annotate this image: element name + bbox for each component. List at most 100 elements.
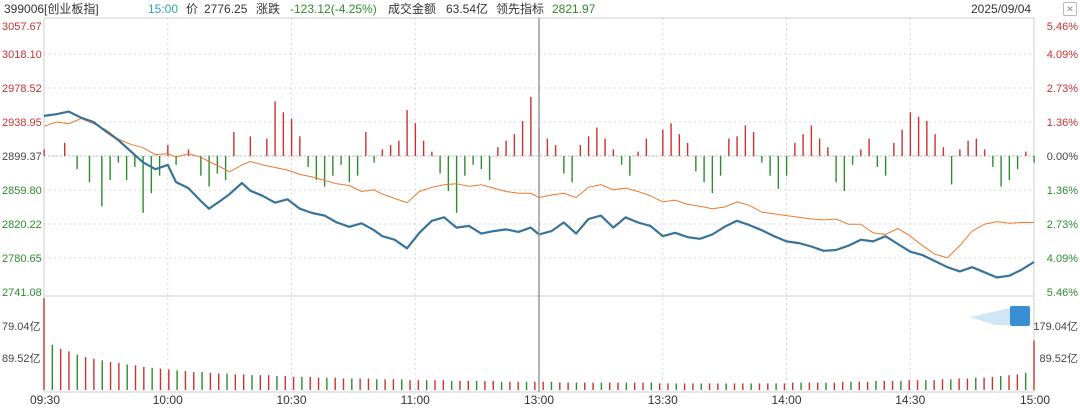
indicator-bar (348, 156, 351, 183)
volume-bar (883, 380, 885, 390)
change-value: -123.12(-4.25%) (290, 2, 377, 16)
indicator-bar (563, 156, 565, 174)
turnover-value: 63.54亿 (446, 2, 489, 16)
volume-bar (51, 344, 54, 390)
indicator-bar (208, 156, 210, 187)
volume-bar (667, 383, 669, 390)
volume-bar (958, 378, 960, 390)
indicator-bar (332, 156, 334, 176)
indicator-bar (472, 156, 474, 165)
indicator-bar (835, 156, 837, 183)
close-icon[interactable]: ✕ (1063, 2, 1077, 16)
volume-bar (242, 374, 245, 390)
indicator-bar (579, 145, 582, 157)
scroll-handle-icon[interactable] (970, 306, 1030, 326)
volume-bar (101, 360, 103, 390)
volume-bar (534, 381, 536, 390)
indicator-bar (769, 156, 771, 176)
indicator-bar (142, 156, 144, 213)
indicator-bar (959, 149, 961, 157)
volume-bar (500, 381, 503, 390)
indicator-bar (356, 156, 359, 176)
indicator-bar (934, 134, 936, 157)
y-tick-right: 1.36% (1047, 117, 1078, 129)
indicator-bar (398, 140, 400, 157)
indicator-bar (233, 131, 235, 157)
volume-bar (376, 379, 378, 390)
price-value: 2776.25 (204, 2, 248, 16)
indicator-bar (827, 147, 829, 157)
volume-bar (858, 381, 860, 390)
indicator-bar (447, 156, 450, 192)
volume-bar (484, 380, 486, 390)
volume-bar (84, 357, 87, 390)
indicator-bar (686, 142, 689, 157)
indicator-bar (777, 156, 780, 189)
price-lines (43, 110, 1035, 279)
volume-bar (68, 351, 70, 390)
indicator-bar (992, 156, 994, 167)
volume-bar (633, 382, 636, 390)
indicator-bar (406, 110, 408, 157)
volume-bar (309, 376, 311, 390)
indicator-bar (975, 138, 978, 157)
indicator-bar (167, 145, 169, 157)
indicator-bar (76, 156, 78, 170)
x-tick-label: 10:00 (153, 393, 183, 407)
x-tick-label: 09:30 (30, 393, 60, 407)
volume-bar (750, 383, 752, 390)
volume-bar (317, 377, 320, 390)
volume-bar (425, 380, 428, 390)
indicator-bar (150, 156, 153, 194)
volume-bar (159, 368, 162, 390)
volume-bar (134, 365, 137, 390)
volume-bar (392, 379, 395, 390)
volume-bar (559, 382, 561, 390)
date-label: 2025/09/04 (971, 2, 1032, 16)
volume-bar (833, 382, 836, 390)
x-tick-label: 14:30 (895, 393, 925, 407)
volume-bar (459, 380, 461, 390)
indicator-bar (1000, 156, 1002, 187)
indicator-bar (645, 138, 648, 157)
volume-bar (334, 377, 336, 390)
indicator-bar (125, 156, 128, 181)
volume-bar (708, 383, 711, 390)
volume-bar (991, 376, 994, 390)
volume-bar (193, 371, 195, 390)
indicator-bar (488, 156, 491, 181)
volume-bar (517, 381, 519, 390)
volume-bar (151, 367, 153, 390)
indicator-bar (546, 138, 549, 157)
indicator-bar (926, 121, 928, 157)
volume-bar (226, 373, 228, 390)
indicator-bar (64, 142, 66, 157)
price-line (43, 110, 1035, 279)
indicator-bar (876, 156, 879, 167)
indicator-bar (983, 149, 986, 157)
volume-bar (492, 380, 494, 390)
indicator-bar (307, 156, 309, 167)
indicator-bar (554, 145, 557, 157)
lead-label: 领先指标 (496, 2, 545, 16)
volume-bar (118, 362, 120, 390)
y-tick-left: 2938.95 (2, 117, 42, 129)
indicator-bar (109, 156, 111, 181)
indicator-bar (315, 156, 318, 181)
volume-bar (276, 376, 278, 390)
indicator-bar (381, 149, 384, 157)
y-tick-right: 2.73% (1047, 83, 1078, 95)
indicator-bar (868, 138, 870, 157)
x-tick-label: 14:00 (771, 393, 801, 407)
indicator-bar (521, 121, 524, 157)
indicator-bar (431, 151, 433, 157)
volume-bar (509, 381, 511, 390)
volume-bar (168, 369, 170, 390)
volume-bar (841, 381, 844, 390)
indicator-bar (893, 142, 895, 157)
y-tick-left: 2820.22 (2, 219, 42, 231)
indicator-bar (249, 136, 252, 157)
indicator-bar (942, 147, 945, 157)
indicator-bar (571, 156, 573, 183)
indicator-bar (88, 156, 91, 183)
